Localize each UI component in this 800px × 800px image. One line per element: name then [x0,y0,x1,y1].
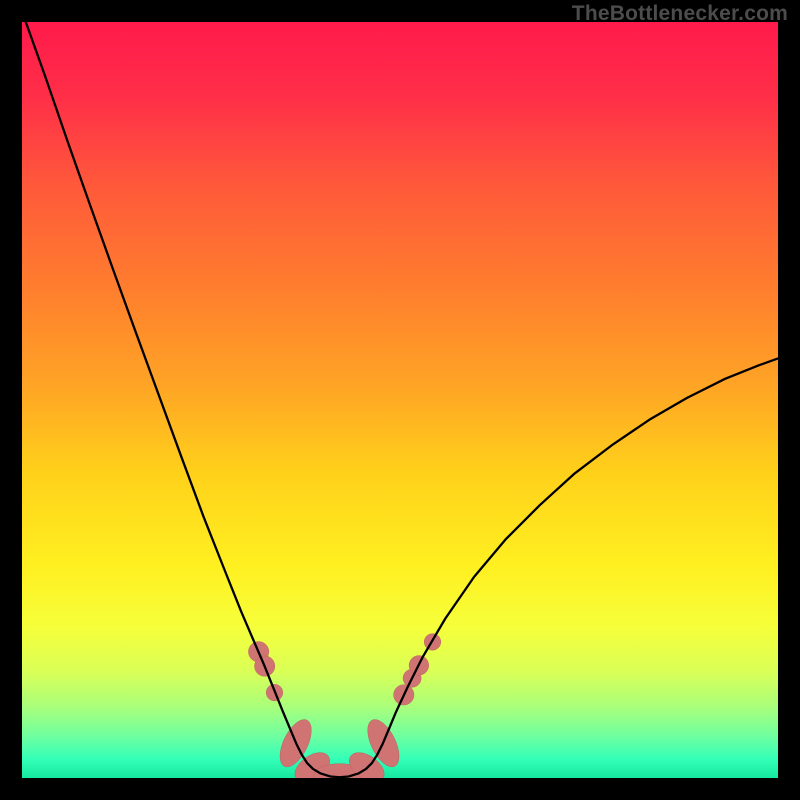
chart-root: TheBottlenecker.com [0,0,800,800]
bottleneck-curve [26,22,778,777]
plot-area [22,22,778,778]
curve-layer [22,22,778,778]
watermark-text: TheBottlenecker.com [572,2,788,26]
bead-markers [248,634,440,778]
